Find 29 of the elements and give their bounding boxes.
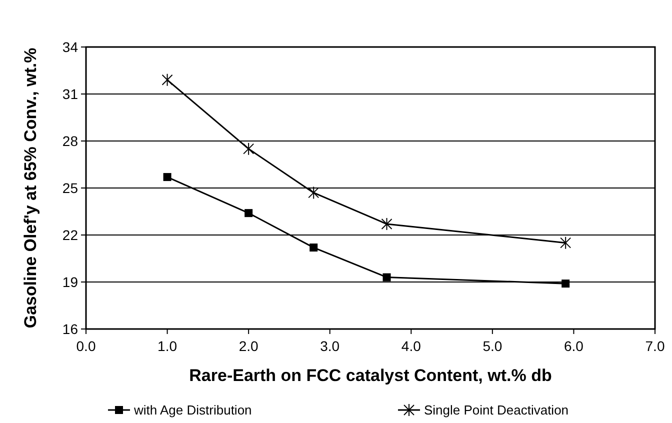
- y-tick-label: 16: [62, 320, 78, 337]
- x-tick-label: 4.0: [401, 338, 422, 354]
- point: [243, 142, 254, 156]
- x-tick-label: 6.0: [564, 338, 584, 354]
- point: [244, 209, 253, 218]
- point: [381, 218, 392, 231]
- x-tick-label: 1.0: [158, 338, 178, 354]
- point: [382, 273, 391, 282]
- y-tick-label: 34: [62, 38, 78, 55]
- y-tick-label: 31: [62, 86, 78, 102]
- x-tick-label: 2.0: [238, 338, 259, 354]
- legend-label: Single Point Deactivation: [424, 402, 569, 418]
- y-axis-title: Gasoline Olef'y at 65% Conv., wt.%: [21, 48, 40, 328]
- point: [562, 280, 570, 288]
- point: [163, 173, 172, 182]
- y-tick-label: 28: [62, 132, 78, 149]
- point: [560, 236, 572, 250]
- point: [310, 244, 318, 252]
- y-tick-label: 22: [62, 226, 78, 243]
- x-tick-label: 7.0: [645, 338, 665, 354]
- x-tick-label: 3.0: [320, 338, 340, 354]
- y-tick-label: 25: [62, 180, 78, 196]
- point: [162, 73, 173, 86]
- x-tick-label: 5.0: [482, 338, 502, 354]
- x-axis-title: Rare-Earth on FCC catalyst Content, wt.% db: [189, 366, 552, 385]
- y-tick-label: 19: [62, 274, 78, 290]
- legend-label: with Age Distribution: [133, 402, 252, 418]
- point: [308, 186, 320, 200]
- x-tick-label: 0.0: [76, 338, 96, 354]
